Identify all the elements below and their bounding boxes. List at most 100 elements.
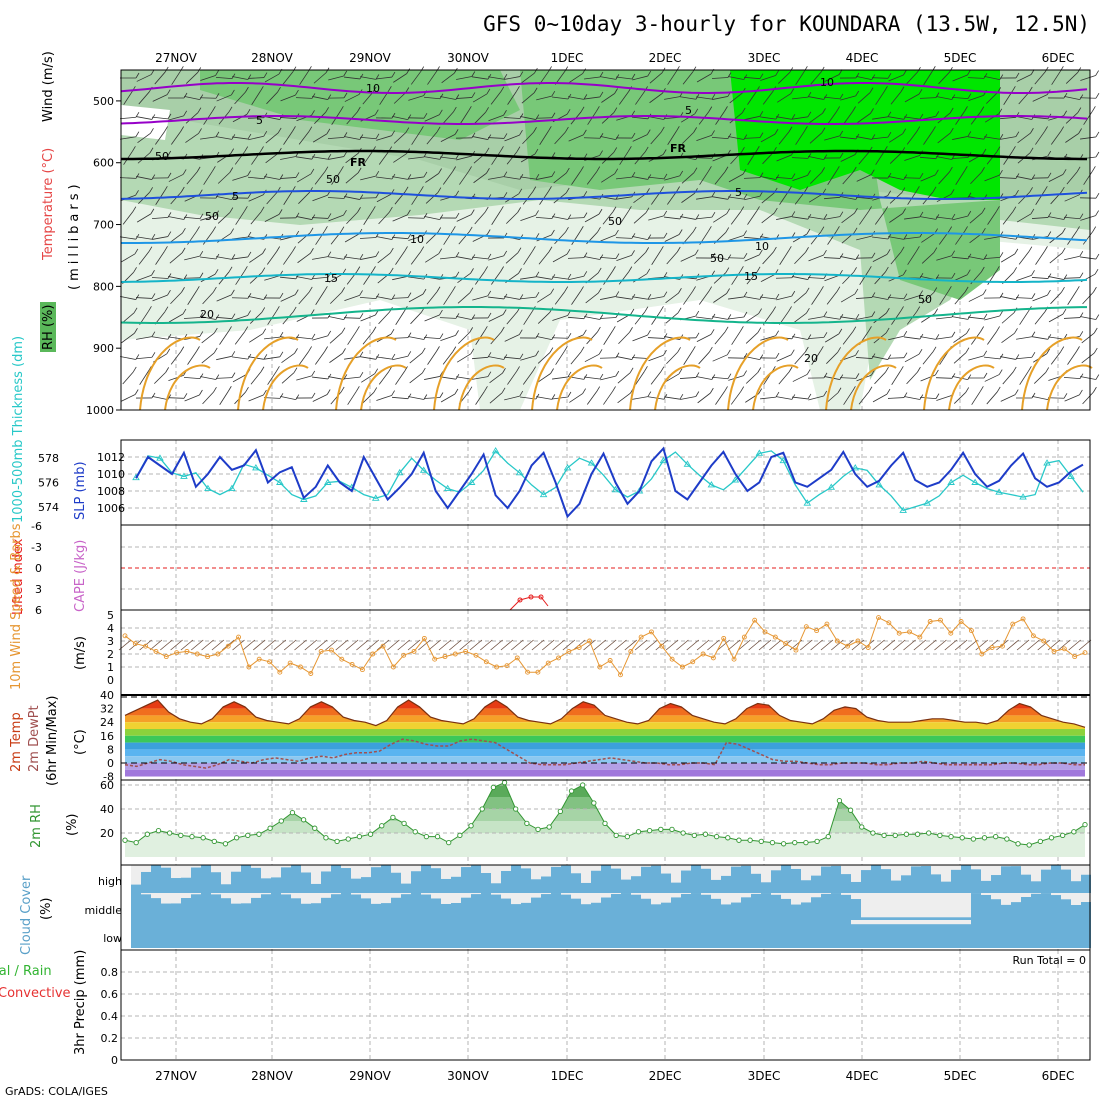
cloud-bar (641, 898, 651, 920)
temp-contour-25 (727, 336, 789, 411)
wind-barb (986, 151, 998, 165)
wind-barb (505, 252, 519, 264)
wind-barb (424, 114, 440, 122)
wind-barb (360, 356, 376, 360)
wind-barb (425, 253, 439, 263)
wind-barb (1000, 253, 1016, 263)
wind-barb-flag (452, 226, 456, 232)
wind-barb-flag (599, 91, 604, 98)
wind-barb-flag (551, 229, 555, 236)
wind-barb-flag (454, 129, 459, 135)
wind-barb (809, 113, 823, 123)
wind-barb (875, 151, 885, 165)
wind-barb-flag (647, 70, 652, 77)
wind-barb (1065, 72, 1079, 84)
wind-barb (906, 371, 918, 385)
wind-barb (714, 331, 726, 345)
wind-barb-flag (1015, 72, 1020, 79)
wind-barb-flag (804, 126, 808, 132)
wind-barb-flag (487, 134, 492, 140)
cloud-bar (1031, 893, 1041, 920)
wind-barb-flag (452, 166, 457, 172)
wind-barb-flag (343, 209, 347, 216)
wind-barb-flag (1015, 173, 1020, 179)
cloud-bar (221, 884, 231, 893)
wind-barb (696, 376, 712, 380)
wind-barb (999, 177, 1017, 179)
wind-barb (664, 336, 680, 340)
wind-barb-flag (437, 187, 442, 193)
cloud-bar (621, 879, 631, 893)
wind-barb (760, 335, 776, 341)
wind-barb-flag (407, 393, 412, 399)
wind-barb (954, 392, 966, 404)
wind-barb-flag (468, 226, 473, 233)
cloud-bar (531, 920, 541, 948)
wind-barb-flag (1095, 314, 1100, 320)
wind-barb-flag (215, 93, 220, 99)
wind-barb-flag (807, 170, 811, 176)
date-label-bottom: 2DEC (649, 1069, 682, 1083)
cloud-bar (371, 903, 381, 920)
wind-barb (296, 173, 312, 183)
cloud-bar (421, 865, 431, 893)
wind10m-marker (618, 672, 623, 678)
cloud-bar (581, 920, 591, 948)
wind-barb (424, 376, 440, 380)
cloud-bar (671, 882, 681, 893)
wind-barb (616, 356, 632, 360)
wind10m-barb (449, 639, 462, 651)
wind-barb (216, 256, 232, 260)
wind-barb-flag (406, 68, 411, 74)
wind-barb-flag (852, 166, 857, 173)
wind-barb-flag (132, 366, 137, 373)
wind-barb-flag (951, 373, 956, 379)
wind-barb-flag (198, 189, 203, 195)
wind-barb-flag (583, 313, 588, 319)
wind-barb-flag (420, 186, 424, 192)
wind10m-barb (376, 639, 390, 651)
temp-contour-30 (556, 364, 603, 411)
cloud-bar (571, 920, 581, 948)
wind-barb (122, 371, 134, 385)
wind-barb-flag (647, 329, 651, 336)
wind10m-barb (738, 639, 751, 651)
wind-barb (120, 236, 136, 240)
wind-barb (139, 371, 149, 385)
wind-barb (328, 376, 344, 380)
wind-barb (489, 392, 503, 404)
wind10m-marker (194, 651, 200, 657)
wind-barb-flag (372, 86, 377, 93)
wind-barb (264, 356, 280, 360)
wind-barb-flag (965, 347, 970, 353)
wind-barb-flag (839, 253, 844, 259)
wind-barb-flag (805, 247, 809, 253)
wind-barb-flag (951, 94, 956, 100)
wind-barb-flag (615, 253, 620, 259)
wind-barb (696, 96, 712, 100)
wind10m-marker (504, 663, 510, 669)
wind-barb (920, 174, 936, 182)
wind-barb (632, 116, 648, 120)
wind10m-barb (273, 639, 287, 651)
cloud-layer-label: high (98, 875, 122, 888)
wind-barb-flag (919, 211, 924, 218)
wind-barb (267, 371, 277, 385)
rh2m-label-group: 2m RH (29, 804, 44, 848)
wind-barb-flag (423, 171, 428, 178)
wind-barb-flag (677, 347, 681, 353)
wind10m-barb (263, 639, 276, 651)
wind-barb-flag (374, 368, 379, 374)
wind-barb (808, 193, 824, 203)
wind-barb (599, 317, 617, 319)
wind10m-marker (174, 650, 180, 656)
wind-barb-flag (1029, 187, 1033, 193)
wind-barb (714, 171, 726, 185)
wind-barb-flag (599, 133, 604, 139)
wind-barb-flag (294, 289, 299, 295)
thickness-axis-label: 1000-500mb Thickness (dm) (11, 336, 26, 523)
wind-barb-flag (325, 107, 329, 113)
wind-barb (1031, 277, 1049, 279)
wind-barb-flag (1043, 186, 1048, 192)
wind-barb-flag (1047, 273, 1052, 279)
